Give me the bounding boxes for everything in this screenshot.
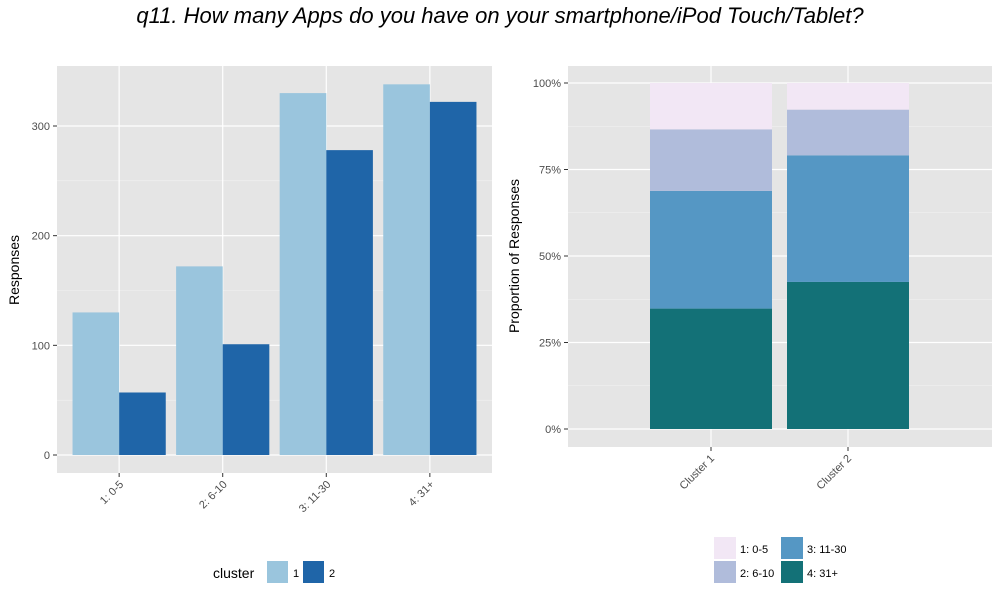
stacked-bar-cluster-2-1-0-5 (787, 83, 909, 110)
stacked-bar-cluster-1-2-6-10 (650, 129, 772, 191)
bar-4-31--cluster-1 (383, 84, 430, 456)
stacked-bar-cluster-1-1-0-5 (650, 83, 772, 130)
stacked-bar-cluster-1-3-11-30 (650, 190, 772, 309)
left-y-tick-label: 300 (32, 121, 50, 133)
right-y-tick-label: 25% (539, 338, 561, 350)
stacked-bar-cluster-2-3-11-30 (787, 155, 909, 282)
left-x-tick-label: 2: 6-10 (197, 479, 230, 512)
stacked-bar-cluster-2-2-6-10 (787, 109, 909, 156)
left-x-tick-label: 3: 11-30 (297, 479, 333, 515)
legend-label-1-0-5: 1: 0-5 (740, 544, 768, 556)
legend-swatch-2-6-10 (714, 561, 736, 583)
right-y-axis-label: Proportion of Responses (506, 179, 522, 333)
legend-label-3-11-30: 3: 11-30 (807, 544, 847, 556)
legend-swatch-cluster-1 (267, 561, 288, 583)
right-x-tick-label: Cluster 2 (815, 453, 855, 493)
legend-label-2-6-10: 2: 6-10 (740, 568, 774, 580)
bar-1-0-5-cluster-2 (119, 392, 166, 455)
left-y-tick-label: 200 (32, 231, 50, 243)
chart-title: q11. How many Apps do you have on your s… (136, 3, 864, 28)
bar-3-11-30-cluster-1 (279, 93, 327, 455)
left-y-tick-label: 100 (32, 340, 50, 352)
right-y-tick-label: 0% (545, 424, 561, 436)
legend-label-cluster-2: 2 (329, 568, 335, 580)
legend-label-cluster-1: 1 (293, 568, 299, 580)
bar-3-11-30-cluster-2 (326, 150, 373, 456)
legend-swatch-1-0-5 (714, 537, 736, 559)
legend-label-4-31-: 4: 31+ (807, 568, 838, 580)
stacked-bar-cluster-1-4-31- (650, 308, 772, 429)
bar-2-6-10-cluster-1 (176, 266, 223, 455)
legend-swatch-cluster-2 (303, 561, 324, 583)
right-x-tick-label: Cluster 1 (678, 453, 718, 493)
bar-4-31--cluster-2 (429, 101, 477, 455)
stacked-bar-cluster-2-4-31- (787, 281, 909, 429)
legend-swatch-3-11-30 (781, 537, 803, 559)
right-y-tick-label: 50% (539, 251, 561, 263)
left-x-tick-label: 1: 0-5 (98, 479, 126, 507)
right-y-tick-label: 100% (533, 78, 561, 90)
left-x-tick-label: 4: 31+ (407, 479, 437, 509)
left-y-axis-label: Responses (6, 235, 22, 305)
left-y-tick-label: 0 (44, 450, 50, 462)
bar-1-0-5-cluster-1 (72, 312, 120, 455)
legend-title: cluster (213, 565, 255, 581)
right-y-tick-label: 75% (539, 165, 561, 177)
bar-2-6-10-cluster-2 (222, 344, 270, 455)
legend-swatch-4-31- (781, 561, 803, 583)
